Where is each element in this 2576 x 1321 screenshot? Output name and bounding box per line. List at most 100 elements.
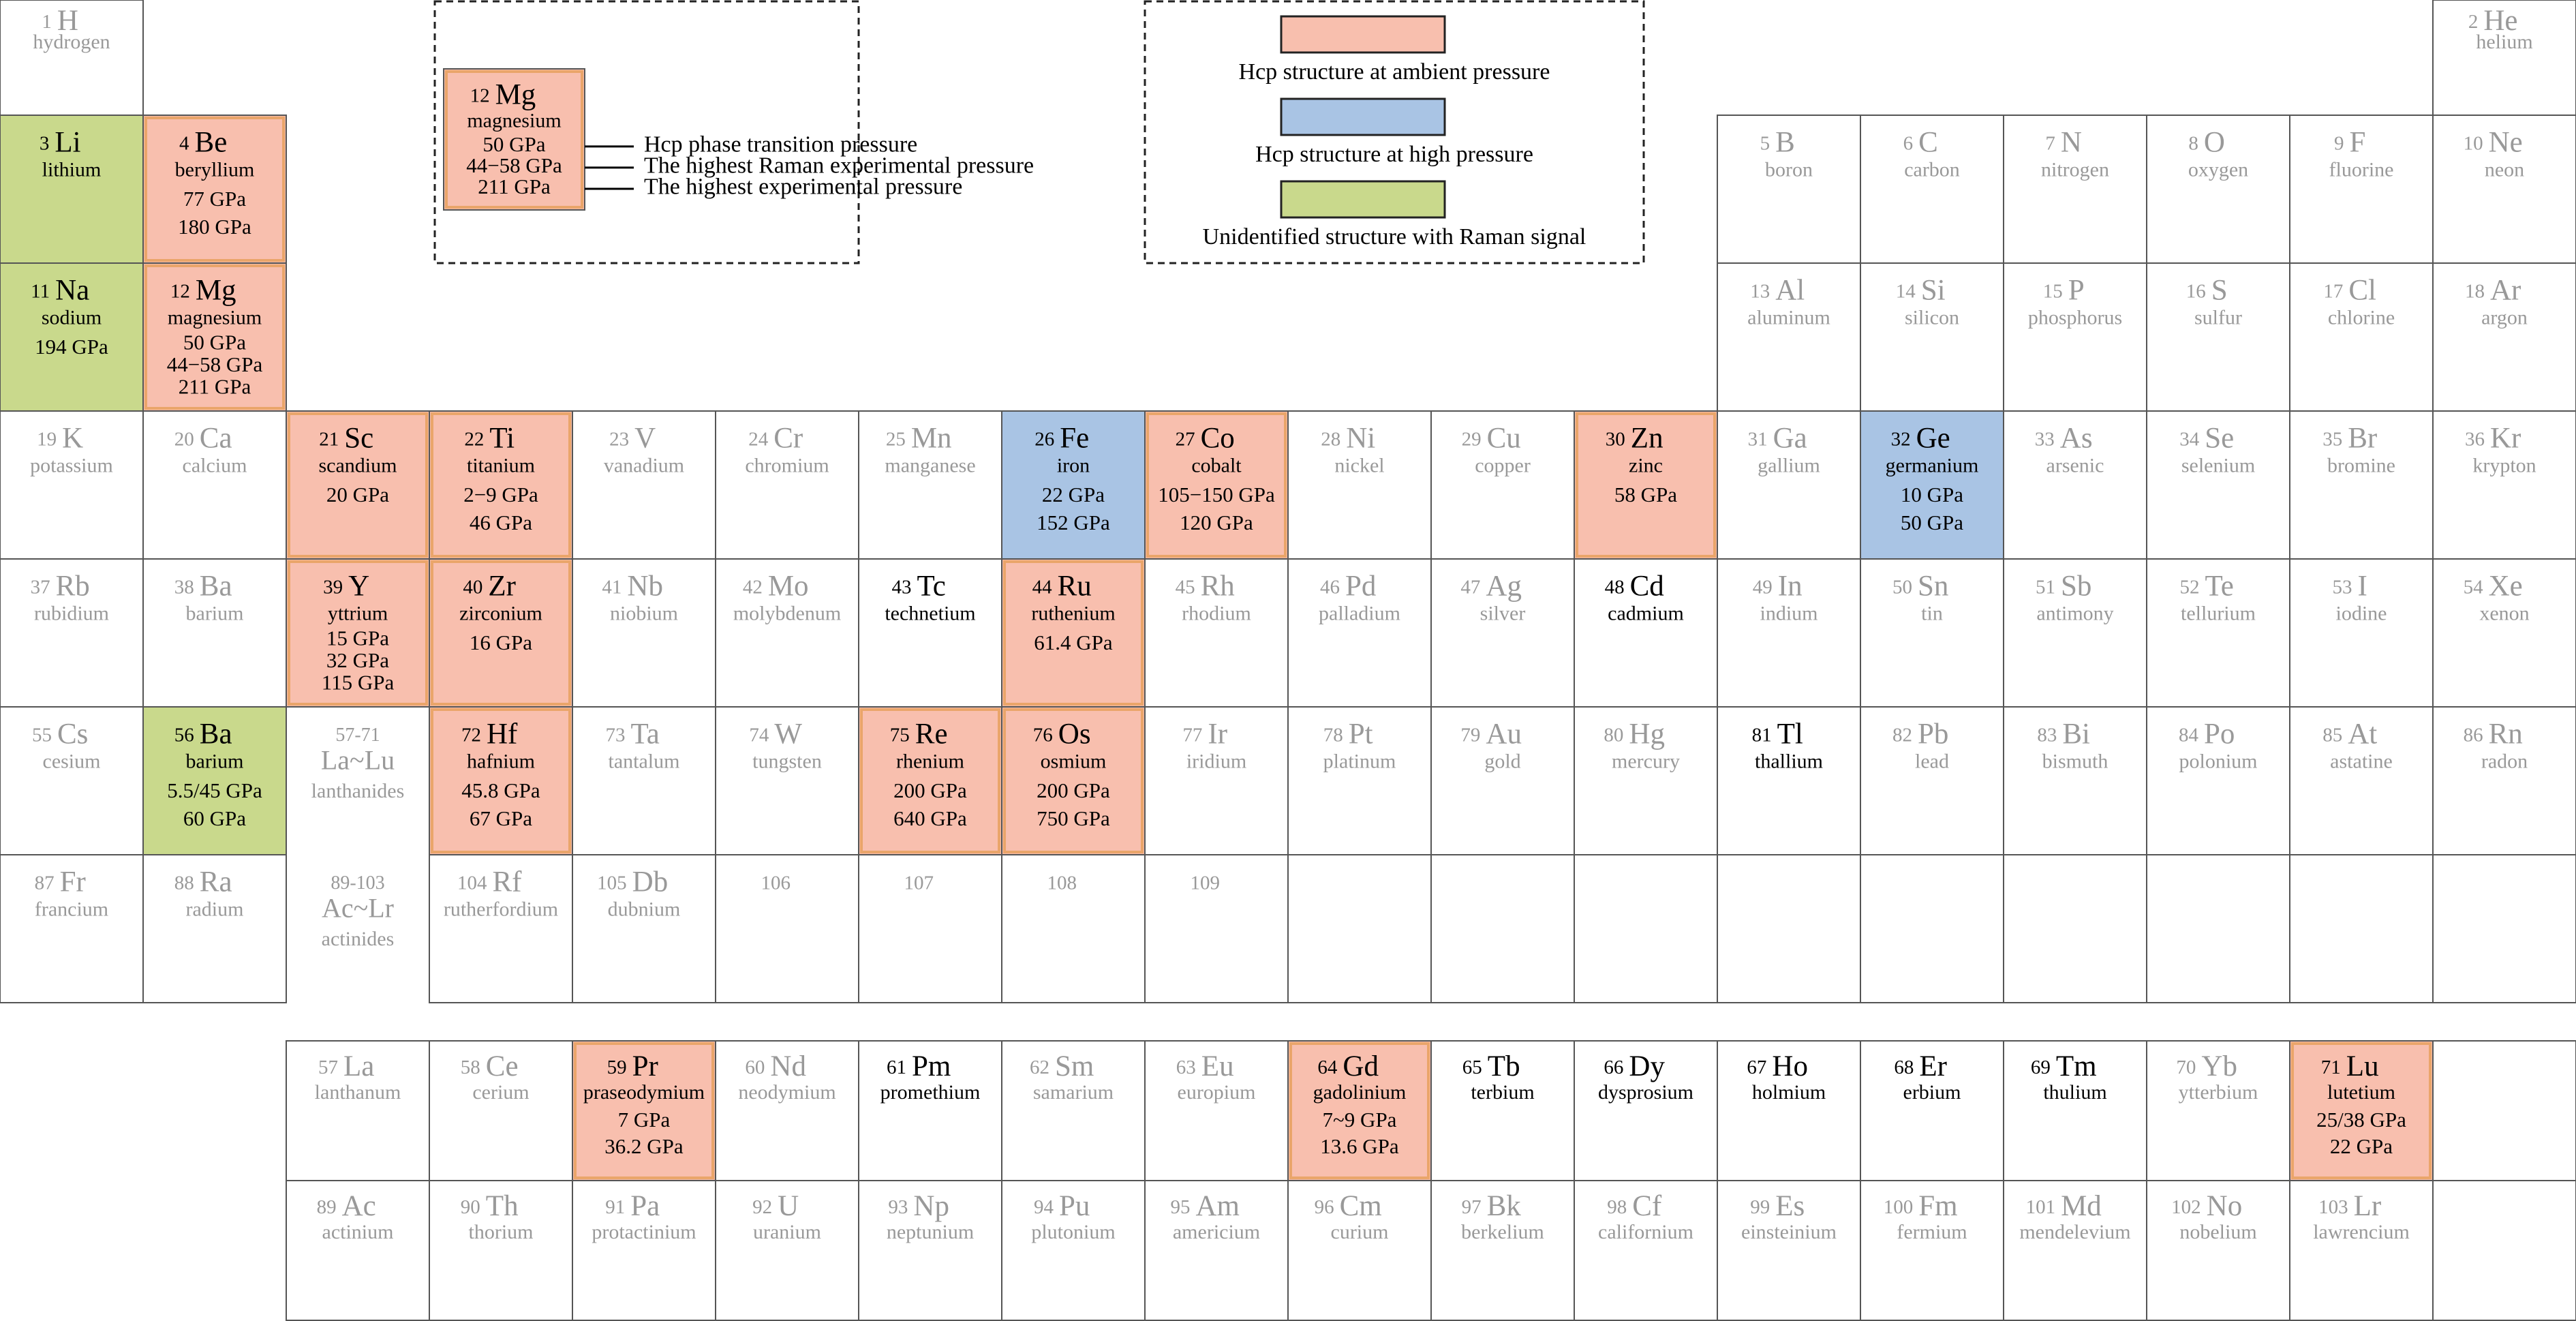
element-name: mercury bbox=[1612, 750, 1680, 772]
pressure: 180 GPa bbox=[178, 215, 251, 239]
element-name: cadmium bbox=[1608, 602, 1684, 624]
element-label: 9 F bbox=[2334, 126, 2365, 158]
element-symbol: In bbox=[1778, 570, 1803, 602]
element-label: 18 Ar bbox=[2465, 274, 2521, 306]
element-symbol: Na bbox=[55, 274, 89, 306]
atomic-number: 7 bbox=[2045, 132, 2055, 154]
atomic-number: 23 bbox=[609, 428, 629, 450]
cell-box bbox=[2146, 706, 2290, 855]
element-label: 2 He bbox=[2468, 5, 2518, 37]
element-label: 96 Cm bbox=[1315, 1190, 1382, 1222]
legend-color-frame bbox=[1144, 0, 1645, 264]
atomic-number: 9 bbox=[2334, 132, 2344, 154]
cell-box bbox=[1001, 854, 1146, 1003]
atomic-number: 42 bbox=[743, 576, 763, 598]
atomic-number: 102 bbox=[2171, 1196, 2201, 1218]
cell-box bbox=[142, 410, 287, 560]
element-symbol: I bbox=[2358, 570, 2367, 602]
element-name: thallium bbox=[1755, 750, 1823, 772]
element-symbol: Hf bbox=[487, 718, 518, 750]
element-label: 33 As bbox=[2035, 422, 2093, 454]
atomic-number: 90 bbox=[461, 1196, 480, 1218]
element-label: 22 Ti bbox=[464, 422, 515, 454]
cell-box bbox=[715, 1040, 859, 1181]
element-symbol: Cr bbox=[773, 422, 803, 454]
element-symbol: Si bbox=[1921, 274, 1946, 306]
element-label: 62 Sm bbox=[1030, 1050, 1094, 1082]
atomic-number: 13 bbox=[1750, 280, 1770, 302]
element-symbol: Zr bbox=[488, 570, 516, 602]
element-label: 31 Ga bbox=[1748, 422, 1807, 454]
element-symbol: Gd bbox=[1343, 1050, 1379, 1082]
atomic-number: 109 bbox=[1190, 872, 1220, 894]
element-label: 99 Es bbox=[1750, 1190, 1805, 1222]
element-name: aluminum bbox=[1747, 306, 1830, 329]
element-name: dubnium bbox=[608, 898, 681, 920]
element-name: chromium bbox=[745, 454, 829, 476]
element-label: 71 Lu bbox=[2321, 1050, 2379, 1082]
cell-box bbox=[1144, 854, 1289, 1003]
element-symbol: Sc bbox=[344, 422, 373, 454]
atomic-number: 53 bbox=[2333, 576, 2352, 598]
element-label: 45 Rh bbox=[1176, 570, 1235, 602]
element-name: ruthenium bbox=[1031, 602, 1115, 624]
element-symbol: O bbox=[2204, 126, 2225, 158]
element-symbol: Pb bbox=[1918, 718, 1948, 750]
pressure: 211 GPa bbox=[478, 174, 551, 198]
element-name: mendelevium bbox=[2019, 1221, 2130, 1243]
element-label: 85 At bbox=[2322, 718, 2377, 750]
element-label: 52 Te bbox=[2180, 570, 2234, 602]
element-symbol: La bbox=[343, 1050, 374, 1082]
atomic-number: 50 bbox=[1892, 576, 1912, 598]
element-label: 12 Mg bbox=[470, 78, 536, 110]
cell-box bbox=[2289, 706, 2434, 855]
element-name: rutherfordium bbox=[444, 898, 558, 920]
cell-box bbox=[1144, 1180, 1289, 1321]
element-symbol: Fr bbox=[60, 866, 86, 898]
atomic-number: 11 bbox=[31, 280, 50, 302]
element-label: 60 Nd bbox=[745, 1050, 806, 1082]
element-symbol: Cd bbox=[1630, 570, 1664, 602]
atomic-number: 65 bbox=[1462, 1057, 1482, 1078]
element-label: 106 bbox=[761, 872, 791, 894]
element-name: vanadium bbox=[604, 454, 684, 476]
element-name: plutonium bbox=[1031, 1221, 1115, 1243]
element-symbol: B bbox=[1775, 126, 1795, 158]
atomic-number: 35 bbox=[2322, 428, 2342, 450]
element-label: 48 Cd bbox=[1605, 570, 1664, 602]
atomic-number: 82 bbox=[1892, 724, 1912, 746]
element-symbol: Er bbox=[1919, 1050, 1947, 1082]
element-symbol: Se bbox=[2205, 422, 2234, 454]
legend-label: Hcp structure at high pressure bbox=[1255, 142, 1533, 167]
element-symbol: P bbox=[2068, 274, 2085, 306]
element-symbol: Tb bbox=[1488, 1050, 1520, 1082]
element-label: 93 Np bbox=[888, 1190, 949, 1222]
cell-box bbox=[429, 410, 573, 560]
atomic-number: 92 bbox=[752, 1196, 772, 1218]
element-label: 88 Ra bbox=[174, 866, 232, 898]
element-label: 32 Ge bbox=[1891, 422, 1950, 454]
atomic-number: 58 bbox=[461, 1057, 480, 1078]
cell-box bbox=[858, 706, 1002, 855]
cell-box bbox=[429, 854, 573, 1003]
atomic-number: 2 bbox=[2468, 10, 2479, 32]
element-label: 23 V bbox=[609, 422, 656, 454]
cell-box bbox=[0, 115, 144, 264]
element-name: gadolinium bbox=[1313, 1081, 1407, 1104]
